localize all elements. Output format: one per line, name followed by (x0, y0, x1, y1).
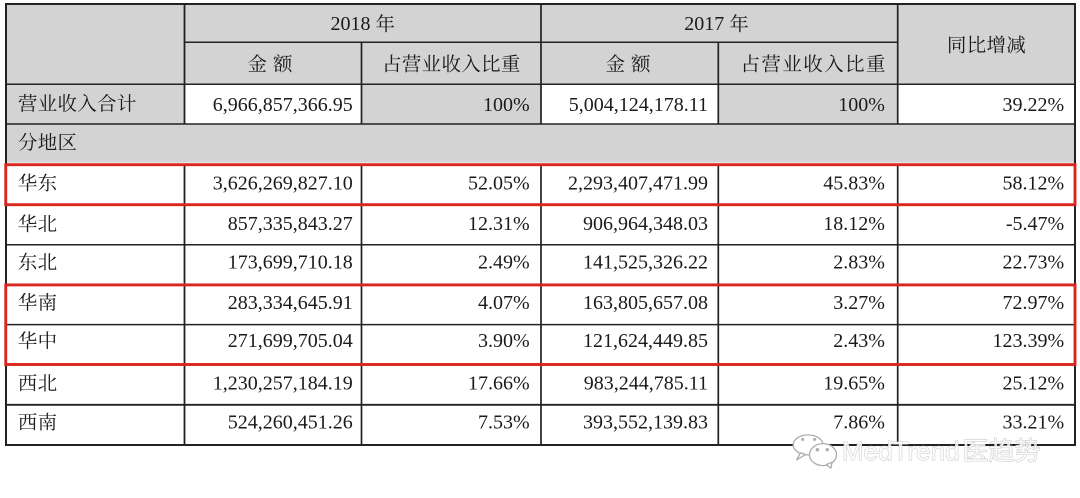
svg-text:52.05%: 52.05% (468, 172, 530, 194)
svg-text:1,230,257,184.19: 1,230,257,184.19 (213, 373, 353, 395)
svg-text:6,966,857,366.95: 6,966,857,366.95 (213, 94, 353, 116)
svg-text:33.21%: 33.21% (1003, 412, 1065, 434)
svg-text:857,335,843.27: 857,335,843.27 (228, 213, 353, 235)
svg-text:524,260,451.26: 524,260,451.26 (228, 412, 353, 434)
svg-text:7.53%: 7.53% (478, 412, 530, 434)
svg-text:2.83%: 2.83% (833, 252, 885, 274)
svg-text:906,964,348.03: 906,964,348.03 (583, 213, 708, 235)
svg-text:100%: 100% (483, 94, 530, 116)
svg-text:4.07%: 4.07% (478, 292, 530, 314)
svg-text:25.12%: 25.12% (1003, 373, 1065, 395)
svg-text:2,293,407,471.99: 2,293,407,471.99 (568, 172, 708, 194)
svg-text:2.49%: 2.49% (478, 252, 530, 274)
svg-text:22.73%: 22.73% (1003, 252, 1065, 274)
svg-text:MedTrend: MedTrend (842, 436, 960, 466)
svg-text:121,624,449.85: 121,624,449.85 (583, 330, 708, 352)
svg-text:3.90%: 3.90% (478, 330, 530, 352)
svg-text:72.97%: 72.97% (1003, 292, 1065, 314)
svg-text:-5.47%: -5.47% (1006, 213, 1064, 235)
svg-text:163,805,657.08: 163,805,657.08 (583, 292, 708, 314)
svg-text:173,699,710.18: 173,699,710.18 (228, 252, 353, 274)
svg-text:45.83%: 45.83% (823, 172, 885, 194)
svg-text:141,525,326.22: 141,525,326.22 (583, 252, 708, 274)
svg-text:271,699,705.04: 271,699,705.04 (228, 330, 353, 352)
svg-text:3.27%: 3.27% (833, 292, 885, 314)
svg-text:58.12%: 58.12% (1003, 172, 1065, 194)
svg-text:17.66%: 17.66% (468, 373, 530, 395)
svg-text:983,244,785.11: 983,244,785.11 (584, 373, 708, 395)
svg-text:100%: 100% (838, 94, 885, 116)
svg-text:7.86%: 7.86% (833, 412, 885, 434)
svg-text:283,334,645.91: 283,334,645.91 (228, 292, 353, 314)
svg-text:2.43%: 2.43% (833, 330, 885, 352)
svg-text:5,004,124,178.11: 5,004,124,178.11 (569, 94, 708, 116)
svg-text:18.12%: 18.12% (823, 213, 885, 235)
svg-text:19.65%: 19.65% (823, 373, 885, 395)
svg-text:123.39%: 123.39% (993, 330, 1065, 352)
svg-text:12.31%: 12.31% (468, 213, 530, 235)
svg-text:2018: 2018 (331, 13, 371, 35)
svg-text:3,626,269,827.10: 3,626,269,827.10 (213, 172, 353, 194)
svg-text:2017: 2017 (684, 13, 724, 35)
svg-text:39.22%: 39.22% (1003, 94, 1065, 116)
svg-text:393,552,139.83: 393,552,139.83 (583, 412, 708, 434)
